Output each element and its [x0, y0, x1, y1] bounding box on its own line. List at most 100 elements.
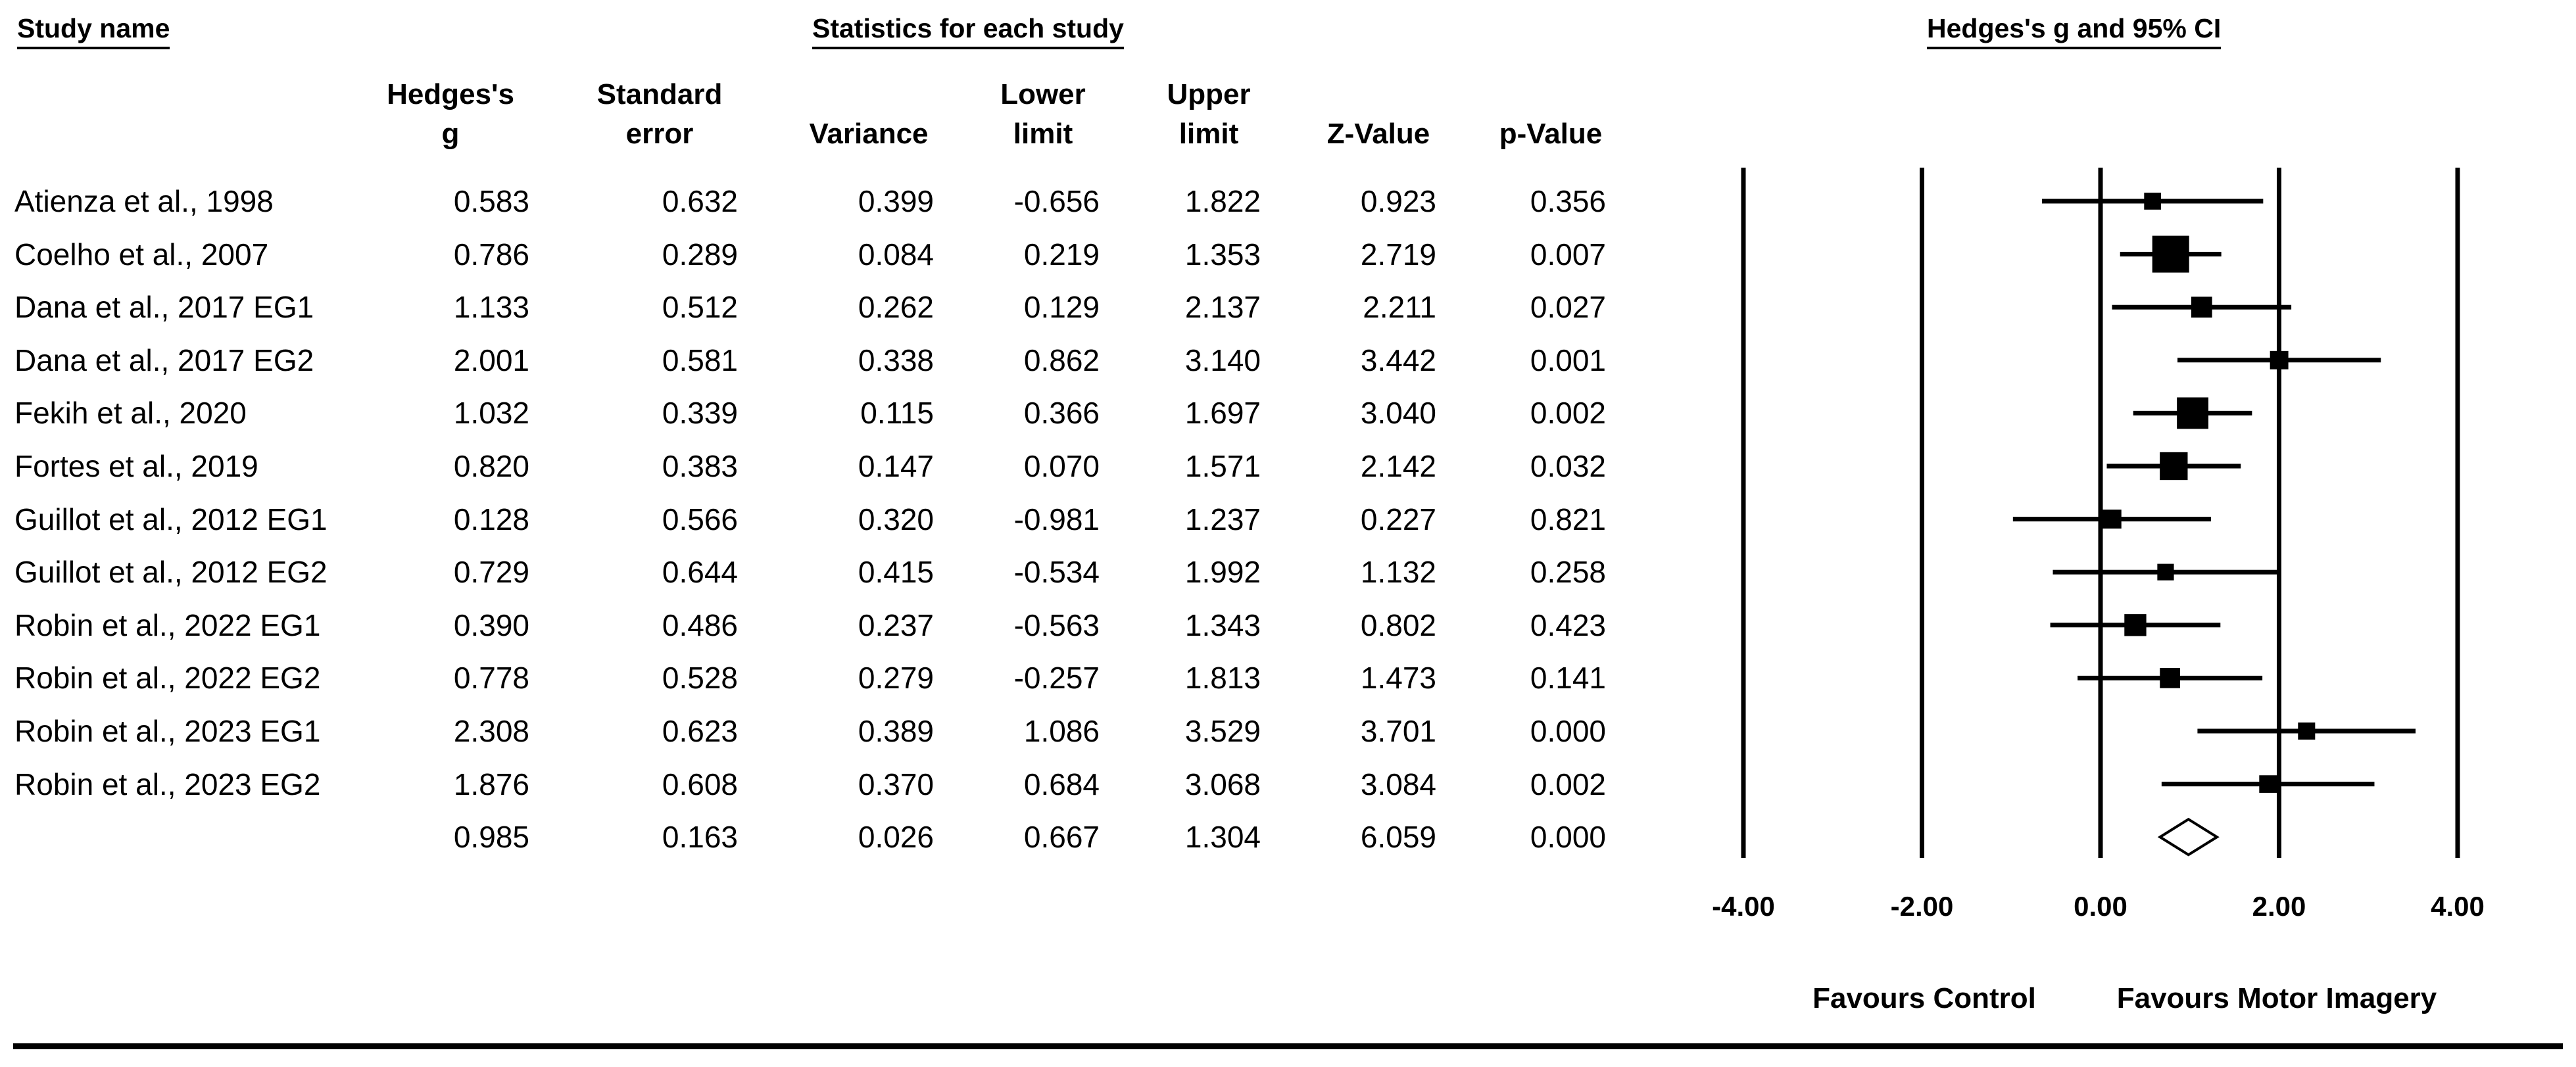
col-header-var: ​Variance	[796, 75, 941, 154]
study-name-cell: Robin et al., 2023 EG2	[14, 767, 321, 801]
study-name-cell: Guillot et al., 2012 EG2	[14, 555, 328, 590]
point-estimate-square	[2177, 397, 2209, 429]
cell-g: 0.985	[453, 820, 529, 855]
col-header-upper: Upper limit	[1136, 75, 1281, 154]
cell-lower: 0.219	[1023, 237, 1100, 272]
cell-p: 0.007	[1530, 237, 1606, 272]
cell-se: 0.528	[662, 661, 738, 696]
cell-upper: 1.304	[1184, 820, 1261, 855]
col-header-line1: Standard	[596, 78, 723, 110]
col-header-line1: Upper	[1167, 78, 1251, 110]
col-header-se: Standard error	[587, 75, 732, 154]
study-name-cell: Dana et al., 2017 EG2	[14, 343, 314, 377]
cell-z: 2.142	[1360, 449, 1436, 483]
cell-g: 0.820	[453, 449, 529, 483]
table-row: Atienza et al., 1998 0.583 0.632 0.399 -0.65…	[0, 175, 1657, 227]
table-row: Robin et al., 2023 EG2 1.876 0.608 0.370 0.6…	[0, 758, 1657, 811]
study-name-cell: Dana et al., 2017 EG1	[14, 290, 314, 325]
tick-label: 2.00	[2252, 891, 2306, 922]
point-estimate-square	[2102, 510, 2122, 529]
cell-se: 0.512	[662, 290, 738, 325]
cell-upper: 2.137	[1184, 290, 1261, 325]
col-header-line2: Z-Value	[1326, 118, 1430, 150]
cell-var: 0.320	[858, 502, 934, 536]
cell-se: 0.486	[662, 607, 738, 642]
cell-p: 0.423	[1530, 607, 1606, 642]
cell-var: 0.279	[858, 661, 934, 696]
cell-p: 0.002	[1530, 767, 1606, 801]
cell-z: 3.084	[1360, 767, 1436, 801]
cell-se: 0.623	[662, 714, 738, 748]
study-name-cell: Fortes et al., 2019	[14, 449, 258, 483]
cell-lower: -0.981	[1013, 502, 1100, 536]
tick-label: -2.00	[1891, 891, 1954, 922]
cell-p: 0.027	[1530, 290, 1606, 325]
table-row: Fortes et al., 2019 0.820 0.383 0.147 0.070 1…	[0, 440, 1657, 492]
point-estimate-square	[2124, 614, 2147, 636]
cell-lower: -0.656	[1013, 184, 1100, 218]
cell-g: 0.583	[453, 184, 529, 218]
cell-g: 0.128	[453, 502, 529, 536]
cell-upper: 1.237	[1184, 502, 1261, 536]
cell-g: 0.786	[453, 237, 529, 272]
statistics-header: Statistics for each study	[812, 13, 1124, 50]
study-name-cell: Fekih et al., 2020	[14, 396, 247, 431]
cell-var: 0.237	[858, 607, 934, 642]
cell-g: 1.876	[453, 767, 529, 801]
cell-z: 0.923	[1360, 184, 1436, 218]
table-row: Robin et al., 2022 EG1 0.390 0.486 0.237 -0.…	[0, 599, 1657, 652]
table-row: Coelho et al., 2007 0.786 0.289 0.084 0.219 1…	[0, 228, 1657, 281]
col-header-lower: Lower limit	[971, 75, 1115, 154]
cell-upper: 3.140	[1184, 343, 1261, 377]
cell-p: 0.000	[1530, 820, 1606, 855]
cell-z: 0.227	[1360, 502, 1436, 536]
cell-upper: 3.529	[1184, 714, 1261, 748]
table-row: Robin et al., 2023 EG1 2.308 0.623 0.389 1.0…	[0, 705, 1657, 757]
point-estimate-square	[2160, 668, 2180, 688]
point-estimate-square	[2152, 235, 2189, 273]
cell-g: 0.390	[453, 607, 529, 642]
table-row: Guillot et al., 2012 EG2 0.729 0.644 0.415 -…	[0, 546, 1657, 598]
point-estimate-square	[2144, 193, 2161, 210]
cell-upper: 1.697	[1184, 396, 1261, 431]
col-header-p: ​p-Value	[1478, 75, 1623, 154]
cell-se: 0.581	[662, 343, 738, 377]
cell-g: 2.001	[453, 343, 529, 377]
col-header-line2: limit	[1013, 118, 1073, 150]
cell-var: 0.399	[858, 184, 934, 218]
cell-var: 0.370	[858, 767, 934, 801]
cell-upper: 1.822	[1184, 184, 1261, 218]
cell-se: 0.163	[662, 820, 738, 855]
cell-lower: 0.684	[1023, 767, 1100, 801]
table-row: Dana et al., 2017 EG2 2.001 0.581 0.338 0.86…	[0, 334, 1657, 387]
cell-upper: 1.353	[1184, 237, 1261, 272]
col-header-line1: Lower	[1000, 78, 1086, 110]
cell-se: 0.608	[662, 767, 738, 801]
cell-var: 0.262	[858, 290, 934, 325]
cell-lower: -0.534	[1013, 555, 1100, 590]
cell-lower: -0.563	[1013, 607, 1100, 642]
cell-g: 0.729	[453, 555, 529, 590]
cell-z: 0.802	[1360, 607, 1436, 642]
cell-z: 3.701	[1360, 714, 1436, 748]
point-estimate-square	[2191, 296, 2212, 318]
col-header-line2: g	[441, 118, 460, 150]
cell-var: 0.338	[858, 343, 934, 377]
cell-se: 0.289	[662, 237, 738, 272]
forest-plot-header: Hedges's g and 95% CI	[1927, 13, 2222, 50]
study-name-cell: Guillot et al., 2012 EG1	[14, 502, 328, 536]
table-row: Fekih et al., 2020 1.032 0.339 0.115 0.366 1.…	[0, 387, 1657, 439]
favours-control-label: Favours Control	[1812, 982, 2036, 1014]
cell-se: 0.566	[662, 502, 738, 536]
cell-lower: 0.667	[1023, 820, 1100, 855]
cell-lower: 0.366	[1023, 396, 1100, 431]
col-header-line2: limit	[1179, 118, 1239, 150]
table-row: Robin et al., 2022 EG2 0.778 0.528 0.279 -0.…	[0, 652, 1657, 704]
cell-lower: 0.070	[1023, 449, 1100, 483]
point-estimate-square	[2160, 452, 2188, 481]
cell-g: 2.308	[453, 714, 529, 748]
cell-upper: 1.992	[1184, 555, 1261, 590]
cell-var: 0.115	[860, 396, 934, 431]
cell-p: 0.001	[1530, 343, 1606, 377]
